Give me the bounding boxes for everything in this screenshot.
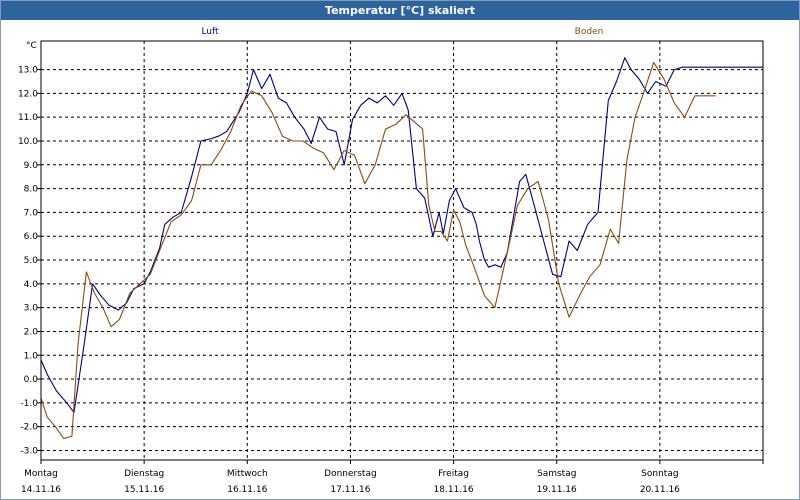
x-tick-label-date: 16.11.16: [227, 485, 267, 495]
y-tick-label: 12.0: [18, 89, 38, 99]
legend-label-luft: Luft: [201, 27, 219, 37]
y-tick-label: 2.0: [24, 327, 39, 337]
series-line-boden: [40, 61, 716, 440]
y-tick-label: 4.0: [24, 280, 39, 290]
x-tick-label-date: 15.11.16: [124, 485, 164, 495]
x-tick-label-day: Montag: [24, 469, 58, 479]
chart-title: Temperatur [°C] skaliert: [1, 1, 799, 20]
x-tick-label-day: Dienstag: [124, 469, 164, 479]
y-tick-label: 0.0: [24, 375, 39, 385]
x-tick-label-day: Samstag: [537, 469, 576, 479]
y-tick-label: 5.0: [24, 256, 39, 266]
y-tick-label: 3.0: [24, 304, 39, 314]
x-tick-label-date: 19.11.16: [537, 485, 577, 495]
y-tick-label: 13.0: [18, 66, 38, 76]
x-tick-label-date: 20.11.16: [640, 485, 680, 495]
x-tick-label-day: Freitag: [438, 469, 469, 479]
y-tick-label: 8.0: [24, 185, 39, 195]
y-tick-label: 11.0: [18, 113, 38, 123]
plot-border: [40, 40, 764, 461]
x-tick-label-day: Mittwoch: [227, 469, 268, 479]
y-tick-label: 7.0: [24, 208, 39, 218]
y-tick-label: 1.0: [24, 351, 39, 361]
x-tick-label-date: 14.11.16: [21, 485, 61, 495]
y-tick-label: 9.0: [24, 161, 39, 171]
y-tick-label: 10.0: [18, 137, 38, 147]
x-tick-label-date: 18.11.16: [434, 485, 474, 495]
series-line-luft: [40, 57, 763, 413]
y-tick-label: -2.0: [20, 423, 38, 433]
x-tick-label-day: Donnerstag: [324, 469, 377, 479]
x-tick-label-day: Sonntag: [641, 469, 678, 479]
y-axis-unit: °C: [26, 41, 37, 51]
y-tick-label: -3.0: [20, 446, 38, 456]
y-tick-label: 6.0: [24, 232, 39, 242]
legend-label-boden: Boden: [575, 27, 604, 37]
x-tick-label-date: 17.11.16: [330, 485, 370, 495]
y-tick-label: -1.0: [20, 399, 38, 409]
plot-area: [41, 41, 763, 460]
